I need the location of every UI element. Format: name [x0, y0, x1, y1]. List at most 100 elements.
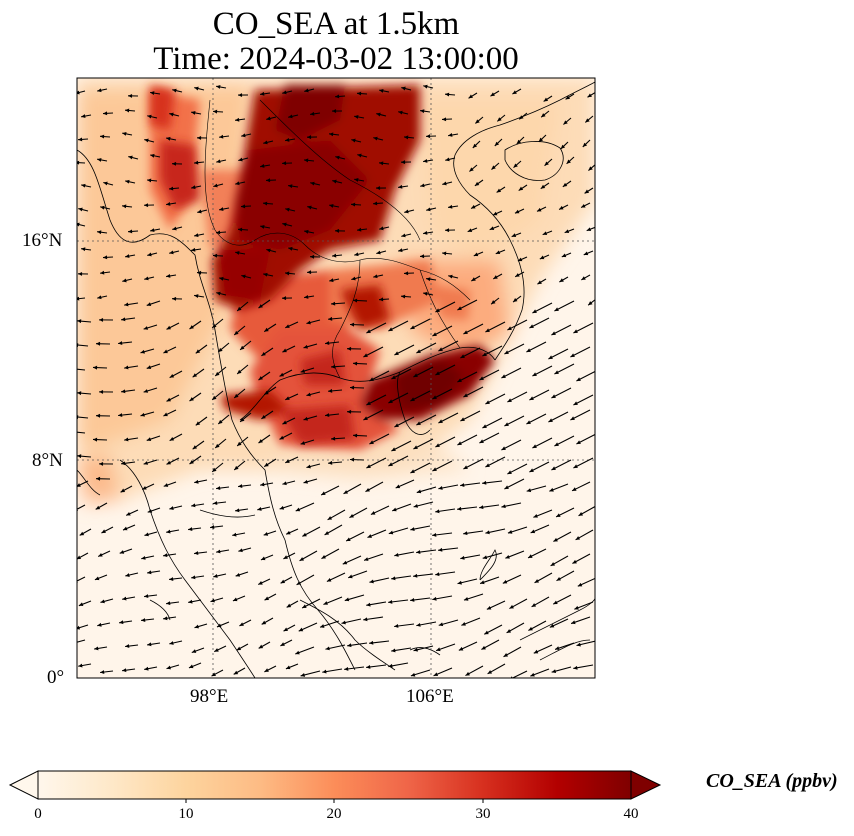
wind-vector-shaft — [511, 670, 528, 678]
wind-vector-head — [328, 316, 333, 321]
wind-vector-head — [332, 179, 337, 184]
wind-vector-head — [300, 369, 306, 373]
wind-vector-head — [344, 666, 349, 671]
wind-vector-head — [119, 620, 124, 625]
wind-vector-head — [142, 485, 147, 490]
wind-vector-head — [391, 576, 396, 581]
wind-vector-head — [410, 469, 415, 473]
wind-vector-head — [144, 666, 149, 671]
wind-vector-head — [325, 646, 330, 651]
wind-vector-head — [465, 671, 470, 676]
wind-vector-head — [491, 300, 496, 305]
wind-vector-head — [241, 204, 246, 209]
wind-vector-head — [432, 395, 437, 399]
wind-vector-head — [482, 424, 487, 428]
wind-vector-head — [364, 557, 369, 561]
wind-vector-head — [163, 553, 168, 558]
wind-vector-head — [366, 665, 371, 669]
wind-vector-head — [285, 324, 290, 328]
wind-vector-head — [530, 672, 535, 677]
wind-vector-head — [388, 462, 393, 466]
wind-vector-head — [426, 277, 431, 282]
colorbar-tick-20: 20 — [326, 806, 342, 822]
wind-vector-head — [288, 246, 293, 251]
wind-vector-head — [493, 275, 498, 279]
wind-vector-head — [321, 554, 326, 559]
wind-vector-head — [551, 394, 556, 398]
wind-vector-head — [574, 605, 579, 610]
wind-vector-head — [325, 341, 330, 346]
wind-vector-head — [169, 373, 175, 378]
wind-vector-head — [487, 670, 493, 674]
wind-vector-head — [506, 629, 512, 633]
wind-vector-head — [282, 481, 287, 486]
lat-tick-16N: 16°N — [22, 230, 63, 251]
wind-vector-head — [369, 579, 374, 584]
wind-vector-head — [494, 141, 500, 146]
wind-vector-head — [261, 414, 266, 419]
wind-vector-head — [191, 185, 196, 190]
wind-vector-head — [366, 464, 371, 468]
wind-vector-head — [563, 120, 568, 125]
wind-vector-head — [329, 203, 334, 208]
wind-vector-head — [533, 514, 538, 518]
wind-vector-head — [379, 297, 384, 302]
wind-vector-head — [363, 353, 368, 357]
wind-vector-head — [81, 247, 86, 252]
wind-vector-head — [96, 476, 101, 481]
wind-vector-head — [528, 626, 533, 631]
wind-vector-head — [258, 644, 264, 649]
wind-vector-shaft — [77, 416, 89, 419]
wind-vector-head — [302, 604, 307, 608]
wind-vector-head — [77, 483, 81, 487]
wind-vector-head — [124, 302, 129, 307]
wind-vector-head — [306, 392, 311, 397]
lat-tick-0: 0° — [47, 667, 65, 688]
wind-vector-head — [497, 117, 502, 122]
wind-vector-head — [143, 389, 149, 393]
wind-vector-head — [554, 442, 559, 446]
wind-vector-head — [218, 347, 223, 352]
wind-vector-head — [588, 301, 593, 306]
wind-vector-head — [310, 181, 315, 186]
wind-vector-head — [463, 531, 468, 536]
wind-vector-head — [583, 251, 589, 256]
wind-vector-head — [77, 391, 82, 396]
wind-vector-head — [435, 371, 440, 375]
wind-vector-head — [519, 115, 524, 120]
wind-vector-head — [264, 596, 270, 601]
wind-vector-head — [347, 409, 352, 414]
wind-vector-head — [539, 255, 545, 260]
wind-vector-head — [331, 301, 336, 306]
wind-vector-head — [354, 178, 359, 182]
wind-vector-head — [416, 349, 421, 353]
wind-vector-head — [471, 204, 476, 209]
wind-vector-head — [266, 248, 271, 253]
wind-vector-head — [119, 550, 125, 554]
wind-vector-head — [213, 183, 218, 188]
wind-vector-head — [232, 532, 237, 537]
wind-vector-head — [79, 531, 85, 536]
wind-vector-head — [304, 88, 309, 93]
wind-vector-head — [215, 443, 220, 448]
wind-vector-head — [392, 507, 397, 512]
wind-vector-head — [194, 479, 199, 484]
wind-vector-head — [141, 555, 146, 560]
wind-vector-head — [286, 603, 292, 608]
wind-vector-head — [258, 581, 263, 585]
wind-vector-head — [169, 186, 174, 191]
wind-vector-head — [570, 353, 575, 357]
wind-vector-head — [554, 370, 559, 374]
wind-vector-head — [366, 602, 371, 607]
colorbar-label: CO_SEA (ppbv) — [706, 770, 838, 792]
wind-vector-head — [410, 598, 415, 602]
wind-vector-head — [445, 92, 450, 97]
wind-vector-head — [121, 317, 126, 322]
wind-vector-head — [538, 137, 544, 142]
wind-vector-head — [342, 560, 348, 565]
wind-vector-shaft — [77, 504, 86, 510]
wind-vector-head — [347, 643, 352, 648]
wind-vector-head — [354, 252, 359, 257]
wind-vector-head — [479, 505, 484, 510]
